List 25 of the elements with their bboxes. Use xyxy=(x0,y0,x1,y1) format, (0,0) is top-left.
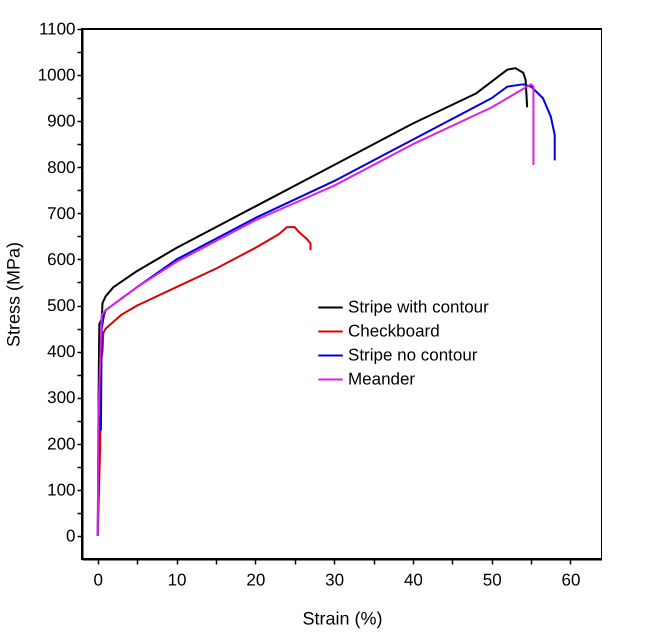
y-tick-label: 700 xyxy=(47,204,76,223)
x-tick-label: 10 xyxy=(168,570,187,590)
x-tick-label: 40 xyxy=(404,570,423,590)
x-tick-label: 30 xyxy=(325,570,344,590)
x-tick-label: 50 xyxy=(482,570,502,590)
legend-label: Meander xyxy=(348,370,416,388)
y-tick-label: 1100 xyxy=(38,20,76,38)
y-tick-label: 900 xyxy=(47,112,76,131)
x-tick-label: 60 xyxy=(562,570,580,590)
y-tick-label: 1000 xyxy=(38,66,76,85)
legend-label: Stripe with contour xyxy=(348,298,490,316)
x-axis-title: Strain (%) xyxy=(302,608,383,628)
x-tick-label: 0 xyxy=(94,570,103,590)
legend-label: Checkboard xyxy=(348,322,440,340)
y-tick-label: 800 xyxy=(47,158,76,177)
y-tick-label: 500 xyxy=(47,296,76,316)
y-tick-label: 300 xyxy=(47,388,76,408)
y-tick-label: 100 xyxy=(47,480,76,500)
y-axis-title: Stress (MPa) xyxy=(4,242,24,348)
y-tick-label: 600 xyxy=(47,250,76,269)
legend-label: Stripe no contour xyxy=(348,346,478,364)
y-tick-label: 400 xyxy=(47,342,76,362)
y-tick-label: 200 xyxy=(47,434,76,454)
y-tick-label: 0 xyxy=(66,526,76,546)
x-tick-label: 20 xyxy=(246,570,266,590)
